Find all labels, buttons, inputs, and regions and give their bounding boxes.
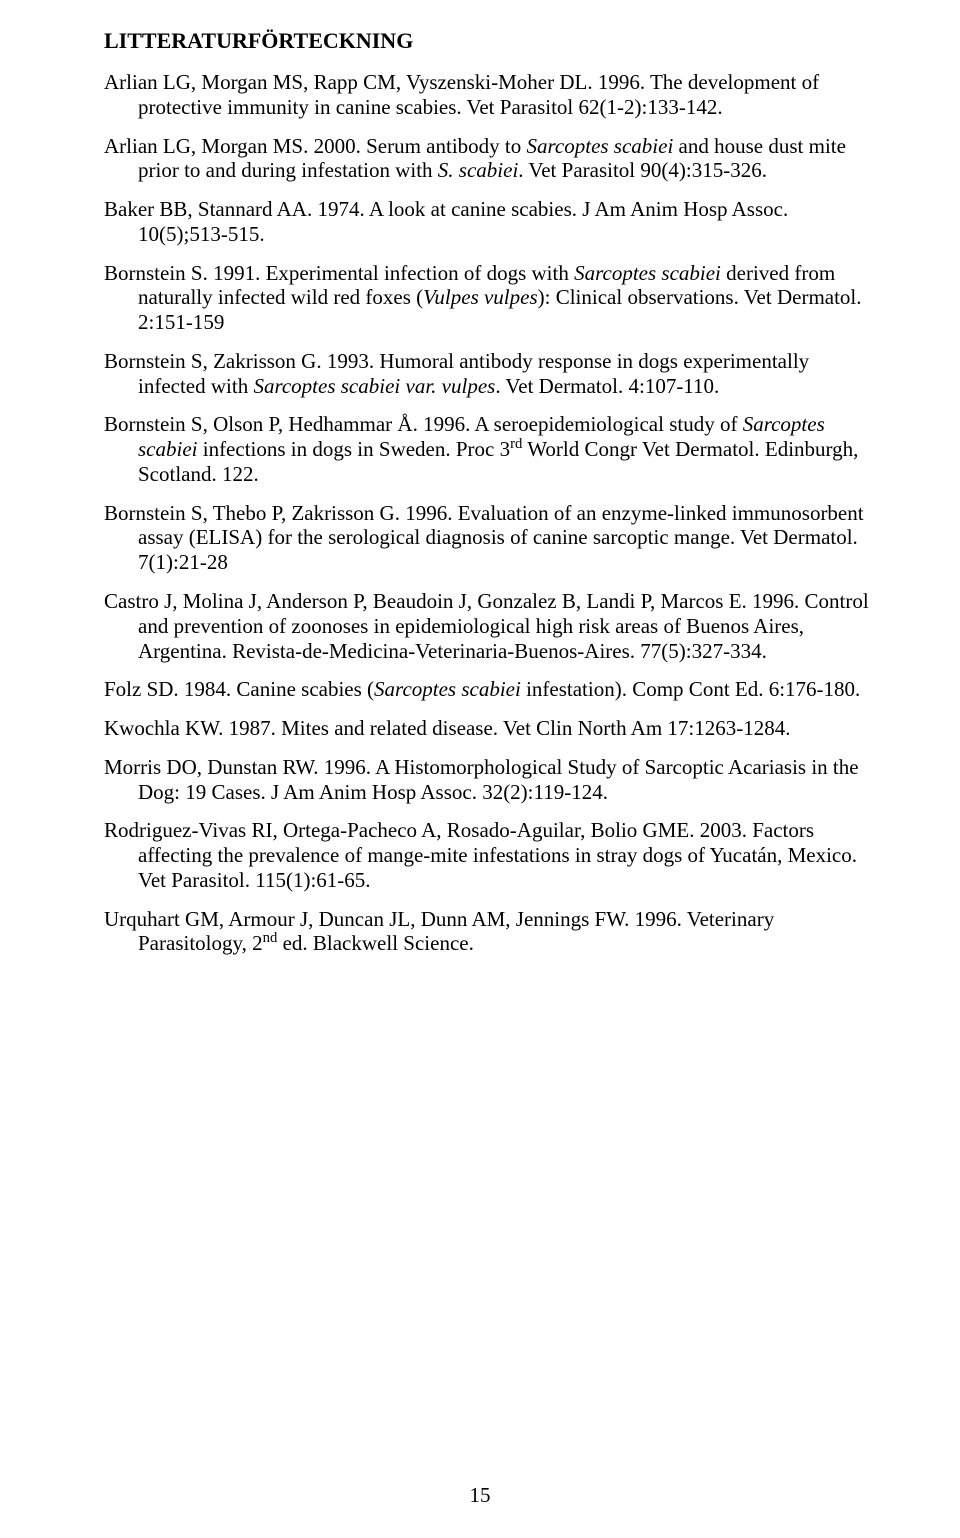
references-list: Arlian LG, Morgan MS, Rapp CM, Vyszenski… [104, 70, 870, 956]
reference-entry: Baker BB, Stannard AA. 1974. A look at c… [104, 197, 870, 247]
superscript-text: rd [510, 436, 522, 452]
italic-text: Vulpes vulpes [423, 285, 538, 309]
text: Bornstein S, Thebo P, Zakrisson G. 1996.… [104, 501, 864, 575]
reference-entry: Morris DO, Dunstan RW. 1996. A Histomorp… [104, 755, 870, 805]
reference-entry: Bornstein S, Thebo P, Zakrisson G. 1996.… [104, 501, 870, 575]
italic-text: Sarcoptes scabiei [574, 261, 721, 285]
italic-text: Sarcoptes scabiei var. vulpes [253, 374, 495, 398]
text: Folz SD. 1984. Canine scabies ( [104, 677, 374, 701]
text: infestation). Comp Cont Ed. 6:176-180. [521, 677, 860, 701]
text: Kwochla KW. 1987. Mites and related dise… [104, 716, 791, 740]
page: LITTERATURFÖRTECKNING Arlian LG, Morgan … [0, 0, 960, 1538]
bibliography-heading: LITTERATURFÖRTECKNING [104, 28, 870, 54]
text: Castro J, Molina J, Anderson P, Beaudoin… [104, 589, 869, 663]
italic-text: S. scabiei [438, 158, 518, 182]
reference-entry: Arlian LG, Morgan MS. 2000. Serum antibo… [104, 134, 870, 184]
text: Arlian LG, Morgan MS. 2000. Serum antibo… [104, 134, 527, 158]
reference-entry: Castro J, Molina J, Anderson P, Beaudoin… [104, 589, 870, 663]
italic-text: Sarcoptes scabiei [374, 677, 521, 701]
reference-entry: Folz SD. 1984. Canine scabies (Sarcoptes… [104, 677, 870, 702]
text: Baker BB, Stannard AA. 1974. A look at c… [104, 197, 788, 246]
reference-entry: Bornstein S. 1991. Experimental infectio… [104, 261, 870, 335]
italic-text: Sarcoptes scabiei [527, 134, 674, 158]
text: . Vet Dermatol. 4:107-110. [495, 374, 719, 398]
page-number: 15 [0, 1483, 960, 1508]
text: ed. Blackwell Science. [277, 931, 474, 955]
reference-entry: Bornstein S, Olson P, Hedhammar Å. 1996.… [104, 412, 870, 486]
text: Bornstein S, Olson P, Hedhammar Å. 1996.… [104, 412, 743, 436]
text: Rodriguez-Vivas RI, Ortega-Pacheco A, Ro… [104, 818, 857, 892]
reference-entry: Urquhart GM, Armour J, Duncan JL, Dunn A… [104, 907, 870, 957]
reference-entry: Kwochla KW. 1987. Mites and related dise… [104, 716, 870, 741]
reference-entry: Rodriguez-Vivas RI, Ortega-Pacheco A, Ro… [104, 818, 870, 892]
reference-entry: Bornstein S, Zakrisson G. 1993. Humoral … [104, 349, 870, 399]
text: Arlian LG, Morgan MS, Rapp CM, Vyszenski… [104, 70, 819, 119]
text: infections in dogs in Sweden. Proc 3 [197, 437, 510, 461]
text: Morris DO, Dunstan RW. 1996. A Histomorp… [104, 755, 859, 804]
text: Bornstein S. 1991. Experimental infectio… [104, 261, 574, 285]
reference-entry: Arlian LG, Morgan MS, Rapp CM, Vyszenski… [104, 70, 870, 120]
text: . Vet Parasitol 90(4):315-326. [518, 158, 767, 182]
superscript-text: nd [263, 930, 278, 946]
